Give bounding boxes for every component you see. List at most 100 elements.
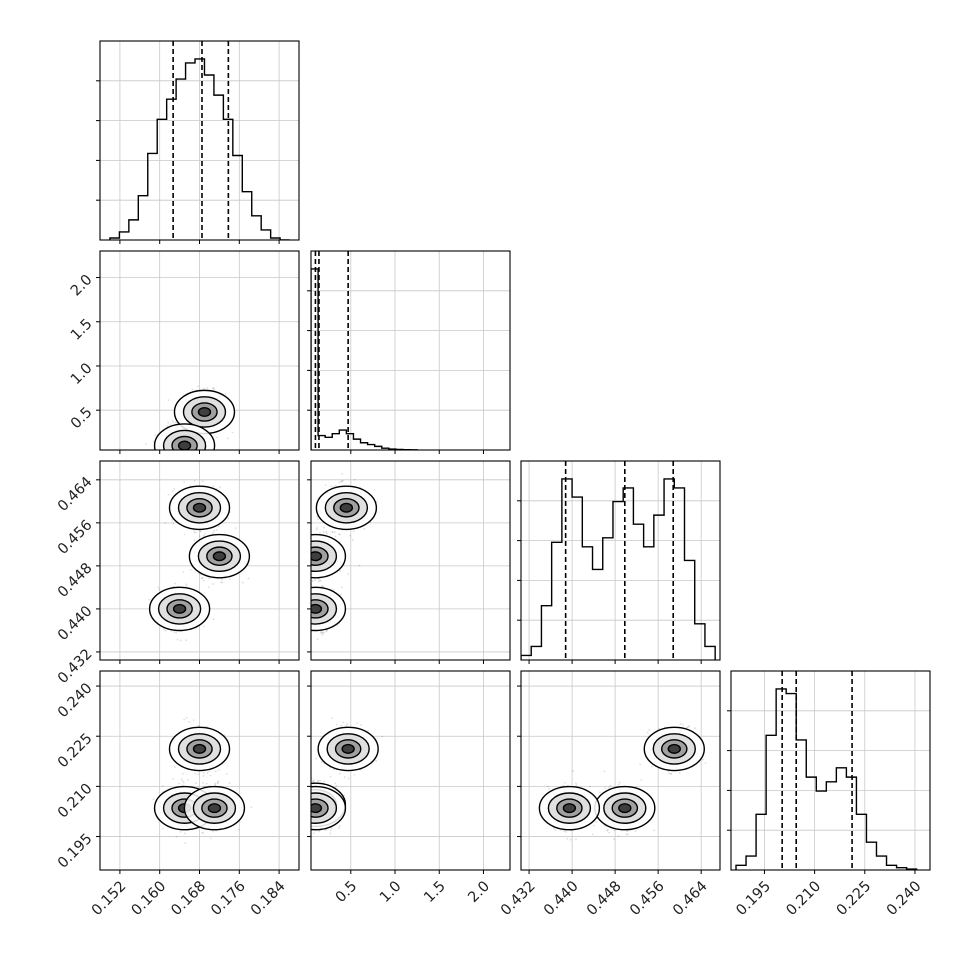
scatter-point [183,453,185,455]
scatter-point [188,470,190,472]
scatter-point [183,458,185,460]
scatter-point [306,540,308,542]
scatter-point [173,454,175,456]
grid [100,41,299,240]
scatter-point [203,454,205,456]
scatter-point [197,724,200,727]
scatter-point [177,457,179,459]
scatter-point [301,632,303,634]
scatter-point [324,484,327,486]
scatter-point [190,453,192,455]
scatter-point [186,453,188,455]
scatter-point [300,609,302,611]
scatter-point [316,638,319,641]
scatter-point [306,618,308,620]
scatter-point [347,573,350,575]
y-tick-label: 0.456 [55,517,96,558]
scatter-point [170,451,172,453]
scatter-point [189,454,191,456]
scatter-point [304,558,306,560]
scatter-point [178,453,180,455]
scatter-point [301,614,303,616]
scatter-point [301,604,303,606]
scatter-point [161,458,163,460]
scatter-point [302,614,304,616]
scatter-point [306,547,308,549]
scatter-point [177,454,179,456]
scatter-point [184,457,186,459]
scatter-point [185,584,188,587]
scatter-point [183,450,185,452]
scatter-point [208,577,210,580]
scatter-point [305,609,307,611]
scatter-point [188,463,190,465]
scatter-point [184,842,187,844]
scatter-point [171,454,173,456]
scatter-point [219,486,222,488]
scatter-point [307,602,309,604]
scatter-point [308,596,310,598]
scatter-point [171,490,174,493]
scatter-point [325,629,328,632]
scatter-point [308,600,310,602]
scatter-point [303,552,305,554]
scatter-point [309,624,311,626]
panel-p2-p3 [289,460,511,664]
scatter-point [188,721,191,723]
scatter-point [289,548,291,550]
scatter-point [175,452,177,454]
scatter-point [338,481,341,484]
scatter-point [308,554,310,556]
scatter-point [206,387,209,389]
scatter-point [176,458,178,460]
scatter-point [304,600,306,602]
scatter-point [171,475,173,477]
scatter-point [208,770,211,773]
scatter-point [297,620,299,622]
scatter-point [202,832,205,835]
scatter-point [306,555,308,557]
scatter-point [167,421,170,424]
scatter-point [181,451,183,453]
scatter-point [181,457,183,459]
scatter-point [186,451,188,453]
scatter-point [300,565,302,567]
scatter-point [301,602,303,604]
scatter-point [198,458,200,460]
scatter-point [178,453,180,455]
scatter-point [148,598,151,601]
scatter-point [214,783,217,786]
scatter-point [308,545,310,547]
scatter-point [305,552,307,554]
scatter-point [167,451,169,453]
scatter-point [314,579,316,581]
scatter-point [208,462,210,464]
scatter-point [152,798,155,800]
scatter-point [309,602,311,604]
scatter-point [334,535,337,538]
scatter-point [341,472,344,475]
scatter-point [305,559,307,561]
scatter-point [303,617,305,619]
scatter-point [172,522,175,525]
scatter-point [303,603,305,605]
scatter-point [197,385,199,388]
scatter-point [176,459,178,461]
scatter-point [187,451,189,453]
scatter-point [195,456,197,458]
scatter-point [206,451,208,453]
scatter-point [306,554,308,556]
grid [100,671,299,870]
scatter-point [171,462,173,464]
scatter-point [330,485,333,488]
scatter-point [201,456,203,458]
scatter-point [198,535,201,537]
contour-1-3 [311,551,323,562]
scatter-point [176,638,179,641]
scatter-point [181,451,183,453]
scatter-point [178,455,180,457]
scatter-point [182,462,184,464]
scatter-point [224,393,227,395]
scatter-point [170,451,172,453]
scatter-point [294,598,296,600]
